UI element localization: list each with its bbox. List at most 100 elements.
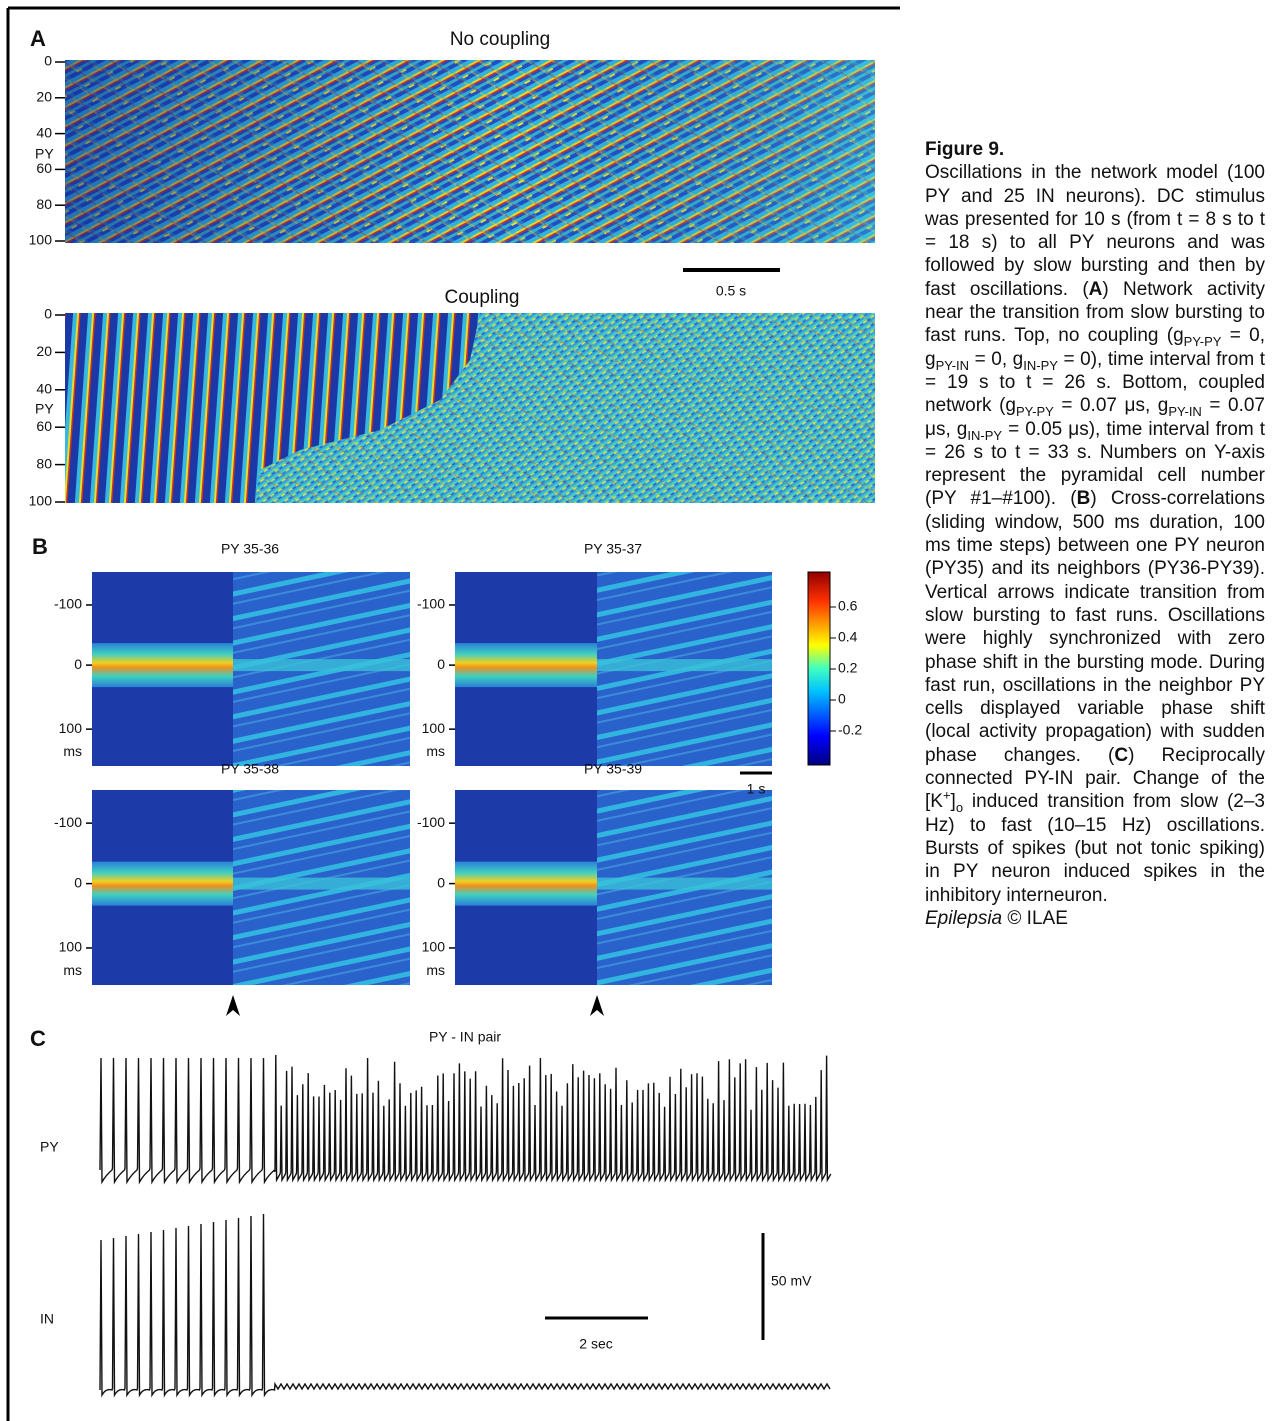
- plot-title: PY - IN pair: [429, 1029, 501, 1045]
- zero-band: [455, 861, 597, 906]
- y-tick-label: 60: [36, 418, 52, 434]
- caption-text: = 0.07 μs, g: [925, 395, 1265, 440]
- plot-title: Coupling: [445, 287, 520, 308]
- y-tick-label: 40: [36, 381, 52, 397]
- panel-ref: B: [1076, 488, 1091, 510]
- colorbar-ticks: 0.6 0.4 0.2 0 -0.2: [830, 598, 862, 738]
- plot-title: PY 35-36: [221, 541, 279, 557]
- plot-title: PY 35-38: [221, 761, 279, 777]
- script-text: PY-PY: [1183, 334, 1222, 350]
- transition-arrow: [226, 995, 240, 1016]
- raster-heatmap: [65, 313, 875, 503]
- voltage-trace: [99, 1213, 831, 1398]
- y-tick-label: 100: [59, 939, 83, 955]
- y-tick-label: 0: [74, 656, 82, 672]
- panel-ref: C: [1114, 744, 1129, 766]
- plot-title: No coupling: [450, 29, 550, 50]
- scale-label: 0.5 s: [716, 283, 746, 299]
- figure: A No coupling PY 0 20 40 60 80 100 0.5 s Coup…: [6, 6, 900, 1421]
- colorbar-tick-label: 0: [838, 691, 846, 707]
- scale-label: 2 sec: [579, 1336, 612, 1352]
- zero-band-right: [597, 877, 772, 890]
- caption-text: = 0, g: [969, 348, 1024, 370]
- zero-band: [92, 861, 233, 906]
- y-tick-label: 20: [36, 343, 52, 359]
- journal: Epilepsia: [925, 907, 1003, 929]
- y-unit: ms: [426, 743, 445, 759]
- caption-text: ) Cross-correlations (sliding window, 50…: [925, 488, 1265, 766]
- caption-text: induced transition from slow (2–3 Hz) to…: [925, 791, 1265, 906]
- y-tick-label: -100: [417, 596, 445, 612]
- caption-text: ]: [950, 791, 956, 813]
- y-tick-label: 0: [437, 874, 445, 890]
- y-tick-label: 40: [36, 124, 52, 140]
- script-text: PY-IN: [1168, 404, 1202, 420]
- correlation-plots: PY 35-36 -100 0 100 ms PY 35-37 -100 0 100 ms PY 3…: [54, 541, 772, 985]
- panel-ref: A: [1088, 278, 1103, 300]
- zero-band-right: [233, 877, 410, 890]
- caption-text: ) Network activity near the transition f…: [925, 278, 1265, 347]
- y-tick-label: -100: [54, 596, 82, 612]
- raster-heatmap: [65, 60, 875, 243]
- caption-text: = 0, g: [925, 325, 1265, 370]
- transition-arrow: [590, 995, 604, 1016]
- y-axis-label: PY: [35, 401, 54, 417]
- zero-band-right: [597, 659, 772, 672]
- y-ticks: 0 20 40 60 80 100: [29, 306, 65, 509]
- zero-band-right: [233, 659, 410, 672]
- voltage-trace: [99, 1054, 832, 1185]
- y-unit: ms: [426, 962, 445, 978]
- zero-band: [455, 643, 597, 688]
- panel-label: C: [30, 1026, 46, 1051]
- scale-label: 50 mV: [771, 1273, 812, 1289]
- script-text: IN-PY: [967, 427, 1003, 443]
- y-tick-label: -100: [54, 814, 82, 830]
- y-tick-label: 0: [44, 53, 52, 69]
- y-tick-label: 100: [29, 493, 53, 509]
- zero-band: [92, 643, 233, 688]
- script-text: PY-PY: [1015, 404, 1054, 420]
- caption-text: Oscillations in the network model (100 P…: [925, 162, 1265, 300]
- trace-label: IN: [40, 1311, 54, 1327]
- y-ticks: 0 20 40 60 80 100: [29, 53, 65, 248]
- y-tick-label: 20: [36, 89, 52, 105]
- caption-body: Oscillations in the network model (100 P…: [925, 161, 1265, 907]
- y-tick-label: 0: [74, 874, 82, 890]
- caption-text: ) Reciprocally connected PY-IN pair. Cha…: [925, 744, 1265, 813]
- y-tick-label: 100: [29, 232, 53, 248]
- caption: Figure 9. Oscillations in the network mo…: [925, 138, 1265, 930]
- y-unit: ms: [63, 962, 82, 978]
- caption-text: = 0.07 μs, g: [1053, 395, 1169, 417]
- y-tick-label: 100: [422, 720, 446, 736]
- colorbar-tick-label: 0.2: [838, 660, 858, 676]
- trace-label: PY: [40, 1139, 59, 1155]
- copyright: © ILAE: [1007, 907, 1068, 929]
- caption-title: Figure 9.: [925, 139, 1005, 160]
- colorbar-tick-label: 0.6: [838, 598, 858, 614]
- y-tick-label: 100: [59, 720, 83, 736]
- y-tick-label: 80: [36, 196, 52, 212]
- colorbar-tick-label: 0.4: [838, 629, 858, 645]
- y-axis-label: PY: [35, 146, 54, 162]
- panel-label: A: [30, 26, 46, 51]
- y-unit: ms: [63, 743, 82, 759]
- colorbar: [807, 571, 831, 766]
- y-tick-label: -100: [417, 814, 445, 830]
- panel-label: B: [32, 534, 48, 559]
- caption-text: = 0), time interval from t = 19 s to t =…: [925, 348, 1265, 417]
- colorbar-tick-label: -0.2: [838, 722, 862, 738]
- plot-title: PY 35-39: [584, 761, 642, 777]
- script-text: +: [942, 787, 951, 803]
- script-text: PY-IN: [935, 357, 970, 373]
- script-text: IN-PY: [1023, 357, 1058, 373]
- y-tick-label: 0: [44, 306, 52, 322]
- y-tick-label: 0: [437, 656, 445, 672]
- caption-source: Epilepsia © ILAE: [925, 907, 1265, 930]
- y-tick-label: 80: [36, 455, 52, 471]
- scale-label: 1 s: [747, 781, 766, 797]
- plot-title: PY 35-37: [584, 541, 642, 557]
- script-text: o: [955, 800, 964, 816]
- caption-text: = 0.05 μs), time interval from t = 26 s …: [925, 418, 1265, 510]
- y-tick-label: 60: [36, 160, 52, 176]
